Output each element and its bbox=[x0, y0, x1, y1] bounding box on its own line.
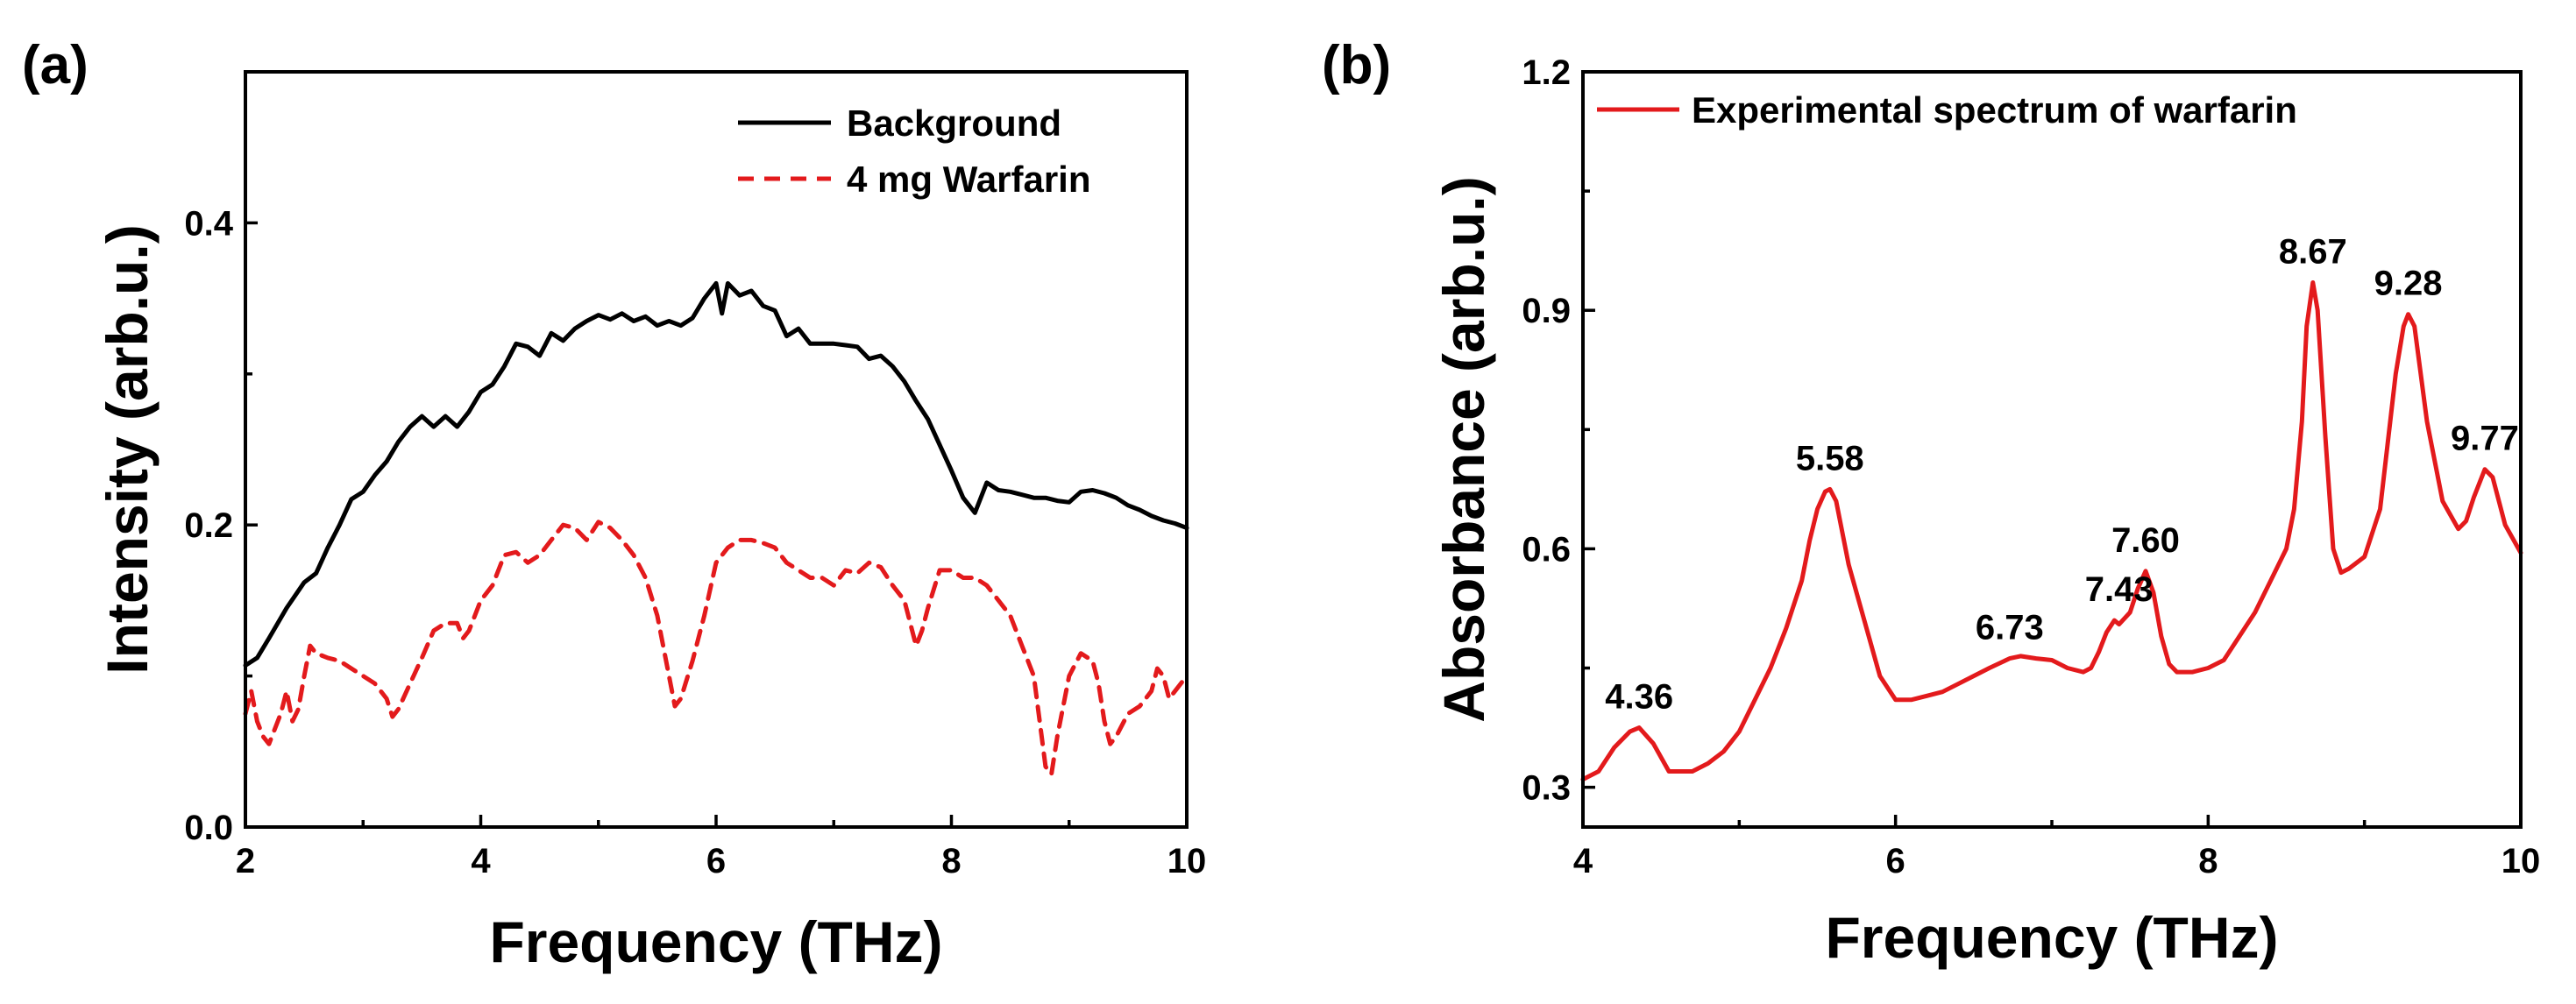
y-tick-label: 0.0 bbox=[184, 809, 233, 847]
panel-a-y-ticks: 0.0 0.2 0.4 bbox=[184, 70, 258, 847]
panel-a-data bbox=[243, 280, 1189, 777]
series-line-experimental-spectrum-of-warfarin bbox=[1580, 280, 2523, 782]
panel-b-label: (b) bbox=[1322, 35, 1391, 95]
y-tick-label: 0.2 bbox=[184, 506, 233, 545]
panel-b-y-axis-label: Absorbance (arb.u.) bbox=[1431, 176, 1496, 722]
x-tick-label: 6 bbox=[706, 842, 726, 880]
x-tick-label: 8 bbox=[941, 842, 961, 880]
peak-label: 9.77 bbox=[2451, 420, 2519, 458]
legend-label-experimental: Experimental spectrum of warfarin bbox=[1692, 89, 2297, 131]
y-tick-label: 1.2 bbox=[1522, 53, 1571, 92]
series-line-background bbox=[243, 280, 1189, 668]
legend-label-background: Background bbox=[847, 103, 1061, 144]
peak-label: 4.36 bbox=[1605, 678, 1673, 717]
peak-label: 5.58 bbox=[1796, 439, 1864, 477]
peak-label: 7.43 bbox=[2085, 570, 2154, 609]
peak-label: 9.28 bbox=[2374, 265, 2443, 303]
x-tick-label: 2 bbox=[236, 842, 255, 880]
x-tick-label: 8 bbox=[2198, 842, 2218, 880]
panel-a-y-axis-label: Intensity (arb.u.) bbox=[95, 224, 160, 674]
panel-b-frame bbox=[1581, 70, 2523, 829]
peak-label: 7.60 bbox=[2111, 521, 2180, 560]
x-tick-label: 4 bbox=[471, 842, 491, 880]
panel-a-x-axis-label: Frequency (THz) bbox=[489, 909, 942, 974]
peak-label: 6.73 bbox=[1976, 609, 2044, 647]
panel-b-x-axis-label: Frequency (THz) bbox=[1825, 905, 2278, 970]
x-tick-label: 4 bbox=[1573, 842, 1593, 880]
panel-b-x-ticks: 4 6 8 10 bbox=[1573, 815, 2540, 880]
x-tick-label: 10 bbox=[2501, 842, 2541, 880]
panel-b: (b) 4 6 8 10 0.3 0.6 0.9 1.2 4.36 5.58 6.73 7.43 7… bbox=[1322, 35, 2540, 970]
y-tick-label: 0.6 bbox=[1522, 530, 1571, 569]
y-tick-label: 0.3 bbox=[1522, 769, 1571, 808]
x-tick-label: 6 bbox=[1886, 842, 1905, 880]
y-tick-label: 0.9 bbox=[1522, 292, 1571, 330]
panel-a-legend: Background 4 mg Warfarin bbox=[738, 103, 1091, 200]
legend-label-warfarin: 4 mg Warfarin bbox=[847, 159, 1091, 200]
panel-b-peak-labels: 4.36 5.58 6.73 7.43 7.60 8.67 9.28 9.77 bbox=[1605, 232, 2519, 716]
panel-b-data bbox=[1580, 280, 2523, 782]
peak-label: 8.67 bbox=[2279, 232, 2347, 271]
panel-a: (a) 2 4 6 8 10 0.0 0.2 0.4 Frequency (THz) Int… bbox=[22, 35, 1206, 974]
x-tick-label: 10 bbox=[1167, 842, 1207, 880]
y-tick-label: 0.4 bbox=[184, 204, 233, 243]
panel-b-legend: Experimental spectrum of warfarin bbox=[1597, 89, 2297, 131]
series-line-4-mg-warfarin bbox=[243, 520, 1189, 777]
panel-a-x-ticks: 2 4 6 8 10 bbox=[236, 815, 1206, 880]
panel-b-y-ticks: 0.3 0.6 0.9 1.2 bbox=[1522, 53, 1595, 808]
panel-a-label: (a) bbox=[22, 35, 89, 95]
